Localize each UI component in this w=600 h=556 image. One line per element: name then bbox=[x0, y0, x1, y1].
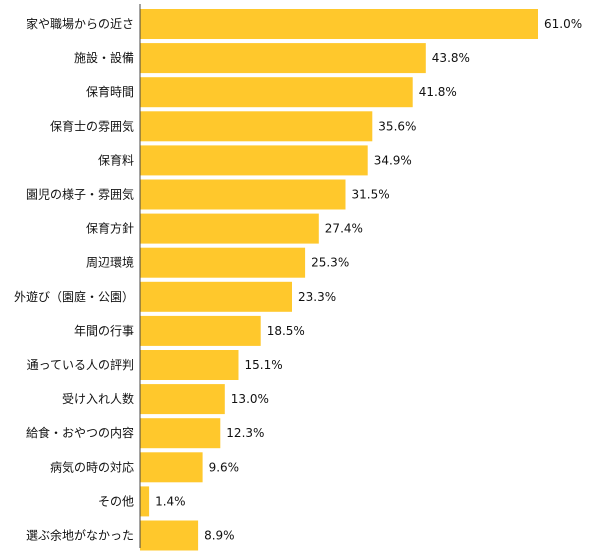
category-label: 選ぶ余地がなかった bbox=[26, 528, 134, 543]
value-label: 9.6% bbox=[209, 460, 240, 474]
bar bbox=[140, 179, 346, 210]
category-label: 家や職場からの近さ bbox=[26, 16, 134, 31]
value-label: 18.5% bbox=[267, 324, 305, 338]
category-label: 年間の行事 bbox=[74, 324, 134, 338]
category-label: 保育士の雰囲気 bbox=[50, 118, 134, 133]
category-label: 通っている人の評判 bbox=[27, 357, 134, 372]
value-label: 23.3% bbox=[298, 290, 336, 304]
bar bbox=[140, 247, 306, 278]
bar bbox=[140, 418, 221, 449]
value-label: 43.8% bbox=[432, 51, 470, 65]
bar bbox=[140, 43, 426, 74]
value-label: 13.0% bbox=[231, 392, 269, 406]
bar bbox=[140, 486, 150, 517]
value-label: 12.3% bbox=[226, 426, 264, 440]
bar bbox=[140, 145, 368, 176]
value-label: 25.3% bbox=[311, 256, 349, 270]
category-label: 外遊び（園庭・公園） bbox=[14, 289, 134, 304]
bar bbox=[140, 384, 225, 415]
category-label: 保育料 bbox=[98, 152, 134, 167]
category-label: 周辺環境 bbox=[86, 255, 134, 270]
value-label: 34.9% bbox=[374, 153, 412, 167]
bar bbox=[140, 315, 261, 346]
value-label: 1.4% bbox=[155, 494, 186, 508]
category-label: 園児の様子・雰囲気 bbox=[26, 187, 134, 202]
bar bbox=[140, 213, 319, 244]
category-label: 保育時間 bbox=[86, 84, 134, 99]
bar bbox=[140, 350, 239, 380]
category-label: 病気の時の対応 bbox=[50, 459, 134, 474]
bar bbox=[140, 520, 199, 551]
value-label: 27.4% bbox=[325, 222, 363, 236]
bar bbox=[140, 9, 538, 39]
category-label: 受け入れ人数 bbox=[62, 391, 134, 406]
category-labels: 家や職場からの近さ施設・設備保育時間保育士の雰囲気保育料園児の様子・雰囲気保育方… bbox=[14, 16, 134, 543]
bars-group bbox=[140, 9, 538, 551]
category-label: 施設・設備 bbox=[74, 50, 134, 65]
bar bbox=[140, 111, 373, 142]
category-label: 給食・おやつの内容 bbox=[26, 425, 134, 440]
value-label: 61.0% bbox=[544, 17, 582, 31]
value-labels: 61.0% 43.8% 41.8% 35.6% 34.9% 31.5% 27.4% 25.3%… bbox=[155, 17, 582, 543]
value-label: 41.8% bbox=[419, 85, 457, 99]
value-label: 15.1% bbox=[245, 358, 283, 372]
bar bbox=[140, 281, 292, 312]
category-label: 保育方針 bbox=[86, 221, 134, 236]
value-label: 8.9% bbox=[204, 529, 235, 543]
category-label: その他 bbox=[98, 494, 134, 508]
value-label: 35.6% bbox=[378, 119, 416, 133]
bar bbox=[140, 77, 413, 108]
value-label: 31.5% bbox=[352, 188, 390, 202]
bar bbox=[140, 452, 203, 483]
